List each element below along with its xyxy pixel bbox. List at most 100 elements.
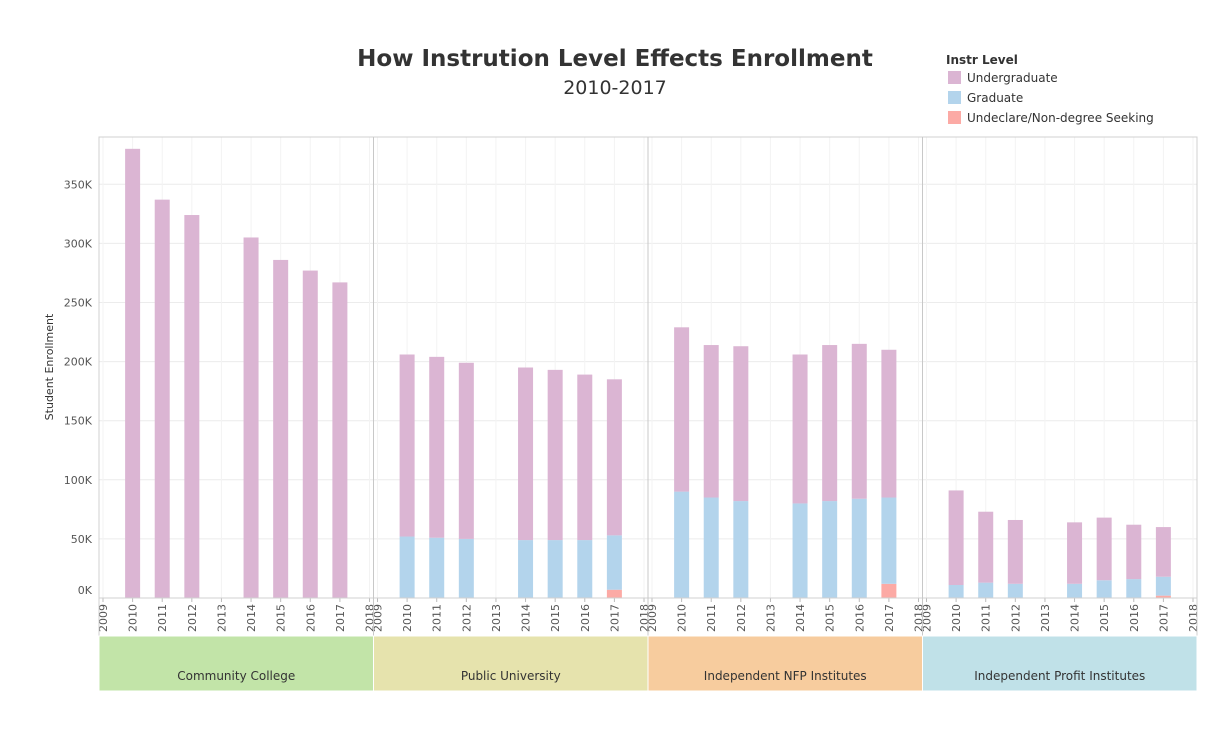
bar-0-2012-undergraduate[interactable] (184, 215, 200, 598)
bar-0-2017-undergraduate[interactable] (332, 282, 348, 598)
bar-2-2017-undergraduate[interactable] (881, 349, 897, 498)
bar-1-2017-undeclared[interactable] (606, 589, 622, 598)
bar-2-2015-undergraduate[interactable] (822, 345, 838, 502)
panel-label-0: Community College (177, 669, 295, 683)
bar-3-2011-undergraduate[interactable] (978, 511, 994, 583)
bar-2-2010-graduate[interactable] (674, 491, 690, 598)
x-axis-ticks: 2009 2010 2011 2012 2013 2014 2015 2016 2017 2018… (97, 598, 1200, 632)
x-tick-label-2-4: 2013 (764, 604, 777, 632)
x-tick-label-0-7: 2016 (304, 604, 317, 632)
x-tick-label-0-8: 2017 (334, 604, 347, 632)
bar-3-2014-graduate[interactable] (1067, 583, 1083, 598)
panel-header-1 (373, 635, 649, 692)
bar-1-2012-graduate[interactable] (458, 538, 474, 598)
bar-3-2010-undergraduate[interactable] (948, 490, 964, 585)
y-tick-label-5: 250K (64, 296, 93, 309)
y-tick-label-7: 350K (64, 178, 93, 191)
bar-1-2012-undergraduate[interactable] (458, 362, 474, 539)
y-axis-ticks: 0K 50K 100K 150K 200K 250K 300K 350K (64, 178, 93, 597)
bar-3-2015-undergraduate[interactable] (1096, 517, 1112, 581)
x-tick-label-3-2: 2011 (980, 604, 993, 632)
bar-1-2016-undergraduate[interactable] (577, 374, 593, 541)
x-tick-label-1-3: 2012 (460, 604, 473, 632)
bar-1-2014-graduate[interactable] (518, 540, 534, 598)
plot-frame (98, 136, 1198, 637)
bar-2-2015-graduate[interactable] (822, 501, 838, 598)
bar-3-2014-undergraduate[interactable] (1067, 522, 1083, 584)
x-tick-label-2-8: 2017 (883, 604, 896, 632)
bar-1-2017-graduate[interactable] (606, 535, 622, 590)
x-tick-label-2-3: 2012 (735, 604, 748, 632)
y-tick-label-6: 300K (64, 237, 93, 250)
bar-2-2014-undergraduate[interactable] (792, 354, 808, 504)
x-tick-label-0-1: 2010 (127, 604, 140, 632)
x-tick-label-0-6: 2015 (275, 604, 288, 632)
bar-3-2017-undeclared[interactable] (1155, 595, 1171, 598)
bar-2-2012-graduate[interactable] (733, 501, 749, 598)
x-tick-label-3-1: 2010 (950, 604, 963, 632)
panel-label-1: Public University (461, 669, 561, 683)
bar-1-2011-undergraduate[interactable] (429, 356, 445, 538)
legend-swatch-1 (948, 91, 961, 104)
bar-1-2017-undergraduate[interactable] (606, 379, 622, 536)
bar-2-2017-graduate[interactable] (881, 497, 897, 584)
chart-subtitle: 2010-2017 (563, 77, 667, 99)
bar-0-2016-undergraduate[interactable] (302, 270, 318, 598)
bar-2-2016-undergraduate[interactable] (851, 343, 867, 499)
x-tick-label-3-7: 2016 (1128, 604, 1141, 632)
x-tick-label-2-6: 2015 (824, 604, 837, 632)
bars (125, 148, 1171, 599)
bar-1-2016-graduate[interactable] (577, 540, 593, 598)
bar-2-2011-graduate[interactable] (703, 497, 719, 598)
x-tick-label-3-4: 2013 (1039, 604, 1052, 632)
bar-0-2014-undergraduate[interactable] (243, 237, 259, 598)
x-tick-label-2-0: 2009 (646, 604, 659, 632)
legend: Instr Level Undergraduate Graduate Undecla… (946, 53, 1154, 125)
x-tick-label-3-9: 2018 (1187, 604, 1200, 632)
bar-3-2017-undergraduate[interactable] (1155, 527, 1171, 577)
bar-2-2012-undergraduate[interactable] (733, 346, 749, 502)
bar-3-2016-undergraduate[interactable] (1126, 524, 1142, 580)
bar-3-2012-graduate[interactable] (1007, 583, 1023, 598)
panel-label-2: Independent NFP Institutes (704, 669, 867, 683)
x-tick-label-0-3: 2012 (186, 604, 199, 632)
x-tick-label-1-5: 2014 (520, 604, 533, 632)
x-tick-label-3-5: 2014 (1069, 604, 1082, 632)
bar-2-2014-graduate[interactable] (792, 503, 808, 598)
legend-title: Instr Level (946, 53, 1018, 67)
bar-1-2015-undergraduate[interactable] (547, 369, 563, 541)
y-tick-label-0: 0K (78, 584, 93, 597)
x-tick-label-0-5: 2014 (245, 604, 258, 632)
bar-0-2015-undergraduate[interactable] (273, 259, 289, 598)
y-tick-label-4: 200K (64, 356, 93, 369)
x-tick-label-1-0: 2009 (372, 604, 385, 632)
bar-3-2016-graduate[interactable] (1126, 579, 1142, 598)
bar-2-2011-undergraduate[interactable] (703, 345, 719, 498)
bar-2-2016-graduate[interactable] (851, 498, 867, 598)
bar-1-2010-graduate[interactable] (399, 536, 415, 598)
bar-0-2010-undergraduate[interactable] (125, 148, 141, 599)
bar-0-2011-undergraduate[interactable] (154, 199, 170, 598)
legend-swatch-0 (948, 71, 961, 84)
bar-1-2015-graduate[interactable] (547, 540, 563, 598)
x-tick-label-1-4: 2013 (490, 604, 503, 632)
bar-3-2010-graduate[interactable] (948, 584, 964, 598)
x-tick-label-1-6: 2015 (549, 604, 562, 632)
bar-2-2017-undeclared[interactable] (881, 583, 897, 598)
panel-header-0 (98, 635, 374, 692)
bar-3-2012-undergraduate[interactable] (1007, 519, 1023, 584)
x-tick-label-2-2: 2011 (705, 604, 718, 632)
bar-3-2015-graduate[interactable] (1096, 580, 1112, 598)
legend-label-0: Undergraduate (967, 71, 1058, 85)
y-tick-label-3: 150K (64, 415, 93, 428)
bar-3-2011-graduate[interactable] (978, 582, 994, 598)
bar-1-2011-graduate[interactable] (429, 537, 445, 598)
bar-1-2010-undergraduate[interactable] (399, 354, 415, 537)
legend-label-2: Undeclare/Non-degree Seeking (967, 111, 1154, 125)
bar-3-2017-graduate[interactable] (1155, 576, 1171, 596)
bar-2-2010-undergraduate[interactable] (674, 327, 690, 492)
bar-1-2014-undergraduate[interactable] (518, 367, 534, 541)
x-tick-label-1-7: 2016 (579, 604, 592, 632)
y-tick-label-1: 50K (71, 533, 93, 546)
